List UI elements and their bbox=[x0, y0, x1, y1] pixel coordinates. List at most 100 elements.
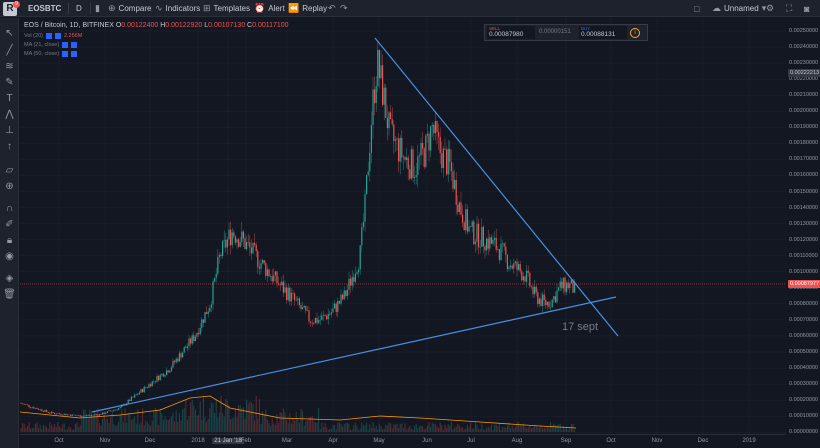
candle-body bbox=[529, 272, 531, 287]
candle-body bbox=[100, 414, 102, 415]
replay-button[interactable]: ⏪ Replay bbox=[288, 0, 327, 17]
candle-body bbox=[564, 277, 566, 292]
candle-body bbox=[142, 389, 144, 393]
candle-body bbox=[350, 278, 352, 286]
candle-body bbox=[463, 222, 465, 231]
candle-body bbox=[303, 305, 305, 308]
fib-icon[interactable]: ≋ bbox=[5, 61, 14, 72]
pencil-lock-icon[interactable]: ✐ bbox=[5, 219, 14, 230]
buy-button[interactable]: BUY 0.00088131 bbox=[579, 26, 627, 39]
volume-bar bbox=[111, 412, 113, 432]
volume-bar bbox=[474, 422, 476, 432]
candle-body bbox=[543, 294, 545, 301]
candle-body bbox=[318, 320, 320, 323]
symbol-search[interactable]: EOSBTC bbox=[28, 0, 61, 17]
volume-bar bbox=[484, 429, 486, 432]
volume-indicator-row[interactable]: Vol (20) 2.256M bbox=[24, 33, 82, 39]
volume-bar bbox=[402, 428, 404, 432]
eye-icon[interactable] bbox=[45, 33, 52, 39]
snapshot-button[interactable]: ◙ bbox=[804, 0, 809, 17]
price-chart[interactable] bbox=[20, 18, 786, 434]
settings-icon[interactable] bbox=[71, 42, 78, 48]
candle-body bbox=[39, 409, 41, 410]
settings-button[interactable]: ⚙ bbox=[766, 0, 774, 17]
settings-icon[interactable] bbox=[54, 33, 61, 39]
trendline-icon[interactable]: ╱ bbox=[6, 45, 13, 56]
volume-bar bbox=[350, 429, 352, 432]
sell-button[interactable]: SELL 0.00087980 bbox=[487, 26, 535, 39]
candle-body bbox=[108, 410, 110, 412]
ma21-indicator-row[interactable]: MA (21, close) bbox=[24, 42, 78, 48]
candle-body bbox=[55, 413, 57, 415]
trash-icon[interactable]: 🗑︎ bbox=[3, 289, 16, 300]
candle-body bbox=[281, 281, 283, 286]
volume-bar bbox=[250, 402, 252, 432]
candle-body bbox=[345, 290, 347, 297]
magnet-icon[interactable]: ∩ bbox=[5, 203, 14, 214]
candle-body bbox=[548, 301, 550, 308]
info-icon[interactable]: i bbox=[630, 28, 640, 38]
candle-body bbox=[502, 243, 504, 244]
candle-body bbox=[298, 298, 300, 306]
volume-bar bbox=[553, 423, 555, 432]
candle-body bbox=[198, 332, 200, 335]
candle-body bbox=[193, 335, 195, 342]
zoom-icon[interactable]: ⊕ bbox=[5, 181, 14, 192]
time-axis[interactable]: Oct Nov Dec 2018 21 Jan '18 Feb Mar Apr May Jun Ju… bbox=[20, 434, 786, 448]
prediction-icon[interactable]: ⊥ bbox=[5, 125, 14, 136]
candle-body bbox=[362, 221, 364, 228]
candle-body bbox=[478, 223, 480, 248]
lock-icon[interactable]: 🔒︎ bbox=[6, 235, 13, 246]
indicators-button[interactable]: ∿ Indicators bbox=[155, 0, 200, 17]
alert-button[interactable]: ⏰ Alert bbox=[254, 0, 285, 17]
candle-body bbox=[316, 318, 318, 323]
eye-icon[interactable] bbox=[62, 42, 69, 48]
volume-bar bbox=[358, 429, 360, 432]
compare-button[interactable]: ⊕ Compare bbox=[108, 0, 151, 17]
price-axis[interactable]: 0.00250000 0.00240000 0.00230000 0.00220000… bbox=[787, 18, 820, 435]
candle-body bbox=[146, 387, 148, 388]
ma50-indicator-row[interactable]: MA (50, close) bbox=[24, 51, 78, 57]
layers-icon[interactable]: ◈ bbox=[5, 273, 14, 284]
volume-bar bbox=[134, 416, 136, 432]
candle-body bbox=[60, 413, 62, 415]
candle-body bbox=[554, 296, 556, 303]
candle-body bbox=[116, 409, 118, 411]
fullscreen-toggle-button[interactable]: ⛶ bbox=[786, 0, 792, 17]
text-icon[interactable]: T bbox=[6, 93, 13, 104]
candle-body bbox=[258, 267, 260, 269]
brush-icon[interactable]: ✎ bbox=[5, 77, 14, 88]
candle-body bbox=[425, 135, 427, 167]
volume-bar bbox=[127, 413, 129, 432]
volume-bar bbox=[202, 397, 204, 432]
cursor-icon[interactable]: ↖ bbox=[5, 28, 14, 39]
volume-bar bbox=[466, 424, 468, 432]
pattern-icon[interactable]: ⋀ bbox=[5, 109, 14, 120]
fullscreen-button[interactable]: □ bbox=[694, 0, 699, 17]
candle-body bbox=[558, 287, 560, 291]
candle-style-button[interactable]: ▮ bbox=[95, 0, 100, 17]
volume-bar bbox=[126, 423, 128, 432]
candle-body bbox=[310, 321, 312, 323]
alarm-clock-icon: ⏰ bbox=[254, 3, 266, 13]
undo-button[interactable]: ↶ bbox=[328, 0, 336, 17]
candle-body bbox=[494, 237, 496, 240]
interval-button[interactable]: D bbox=[76, 0, 82, 17]
eye-icon[interactable]: ◉ bbox=[5, 251, 14, 262]
volume-bar bbox=[158, 424, 160, 432]
volume-bar bbox=[438, 428, 440, 432]
redo-button[interactable]: ↷ bbox=[340, 0, 348, 17]
templates-button[interactable]: ⊞ Templates bbox=[203, 0, 250, 17]
eye-icon[interactable] bbox=[62, 51, 69, 57]
settings-icon[interactable] bbox=[71, 51, 78, 57]
legend-open: 0.00122400 bbox=[121, 22, 159, 29]
volume-bar bbox=[129, 413, 131, 432]
volume-bar bbox=[359, 428, 361, 432]
ruler-icon[interactable]: ▱ bbox=[5, 165, 14, 176]
layout-menu[interactable]: ☁ Unnamed ▾ bbox=[712, 0, 766, 17]
volume-bar bbox=[334, 425, 336, 432]
arrow-up-icon[interactable]: ↑ bbox=[7, 141, 12, 152]
candle-body bbox=[218, 254, 220, 257]
volume-bar bbox=[241, 407, 243, 432]
volume-bar bbox=[346, 422, 348, 432]
